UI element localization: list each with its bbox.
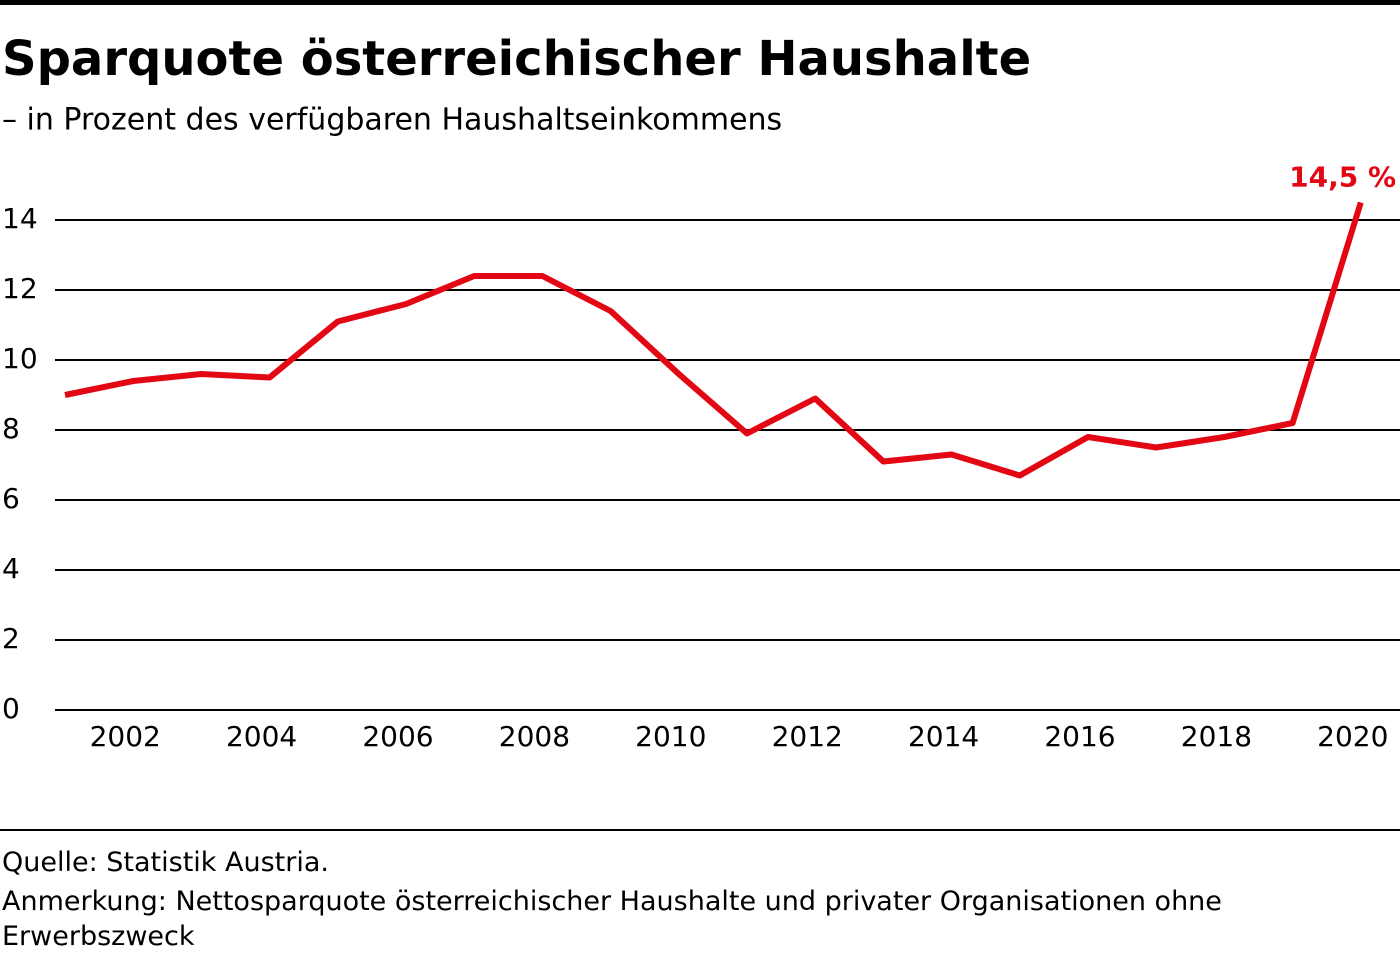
chart-title: Sparquote österreichischer Haushalte: [2, 31, 1031, 87]
y-tick-label: 6: [2, 482, 20, 515]
y-tick-label: 12: [2, 272, 38, 305]
y-tick-label: 14: [2, 202, 38, 235]
note: Anmerkung: Nettosparquote österreichisch…: [2, 886, 1222, 952]
x-tick-label: 2006: [362, 720, 433, 753]
x-tick-label: 2002: [90, 720, 161, 753]
top-rule: [0, 0, 1400, 5]
x-tick-label: 2016: [1044, 720, 1115, 753]
source: Quelle: Statistik Austria.: [2, 847, 329, 878]
x-tick-label: 2012: [772, 720, 843, 753]
annotation: 14,5 %: [1289, 161, 1396, 194]
x-tick-label: 2018: [1181, 720, 1252, 753]
x-tick-label: 2014: [908, 720, 979, 753]
chart-subtitle: – in Prozent des verfügbaren Haushaltsei…: [2, 103, 782, 138]
y-tick-label: 8: [2, 412, 20, 445]
x-tick-label: 2004: [226, 720, 297, 753]
x-tick-label: 2010: [635, 720, 706, 753]
y-tick-label: 4: [2, 552, 20, 585]
y-tick-label: 2: [2, 622, 20, 655]
data-line: [64, 201, 1364, 479]
y-tick-label: 0: [2, 692, 20, 725]
y-tick-label: 10: [2, 342, 38, 375]
x-tick-label: 2020: [1317, 720, 1388, 753]
x-tick-label: 2008: [499, 720, 570, 753]
